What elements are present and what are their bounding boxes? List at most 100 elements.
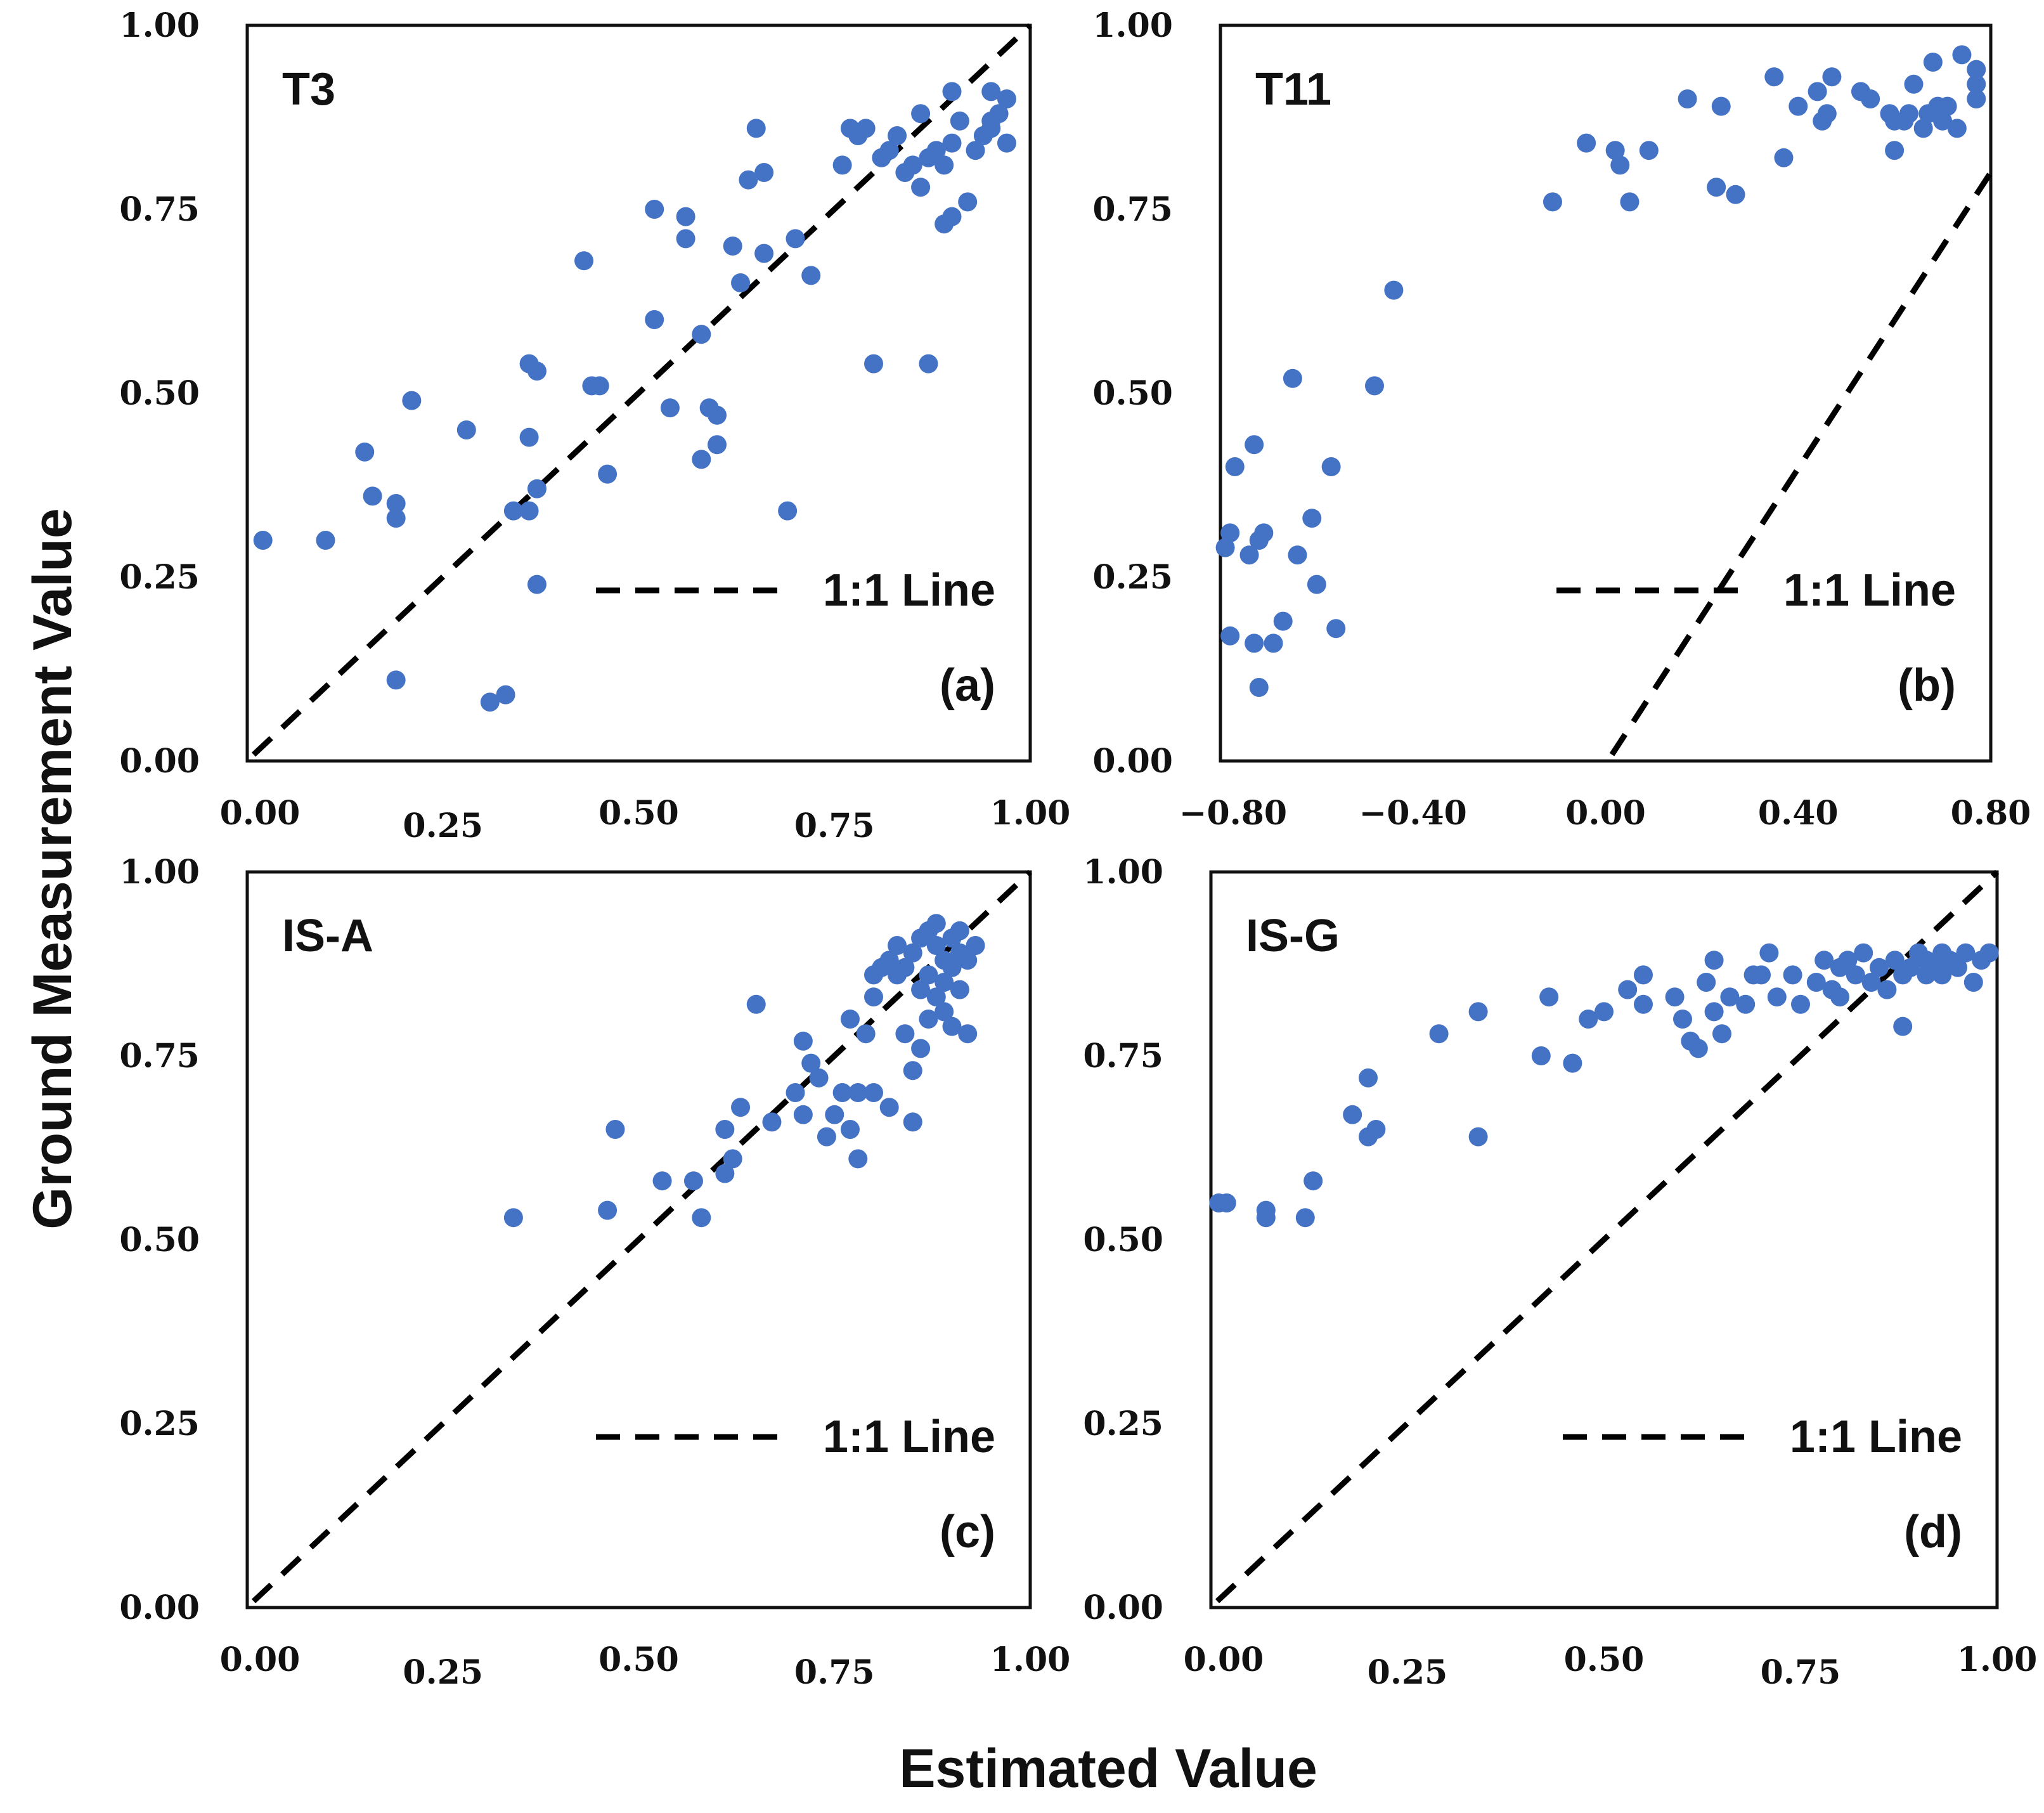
data-point <box>1783 965 1802 985</box>
data-point <box>801 1053 821 1073</box>
legend-label: 1:1 Line <box>823 1412 995 1462</box>
data-point <box>1952 45 1972 65</box>
panel-label: (d) <box>1904 1507 1962 1557</box>
data-point <box>1752 965 1771 985</box>
data-point <box>316 531 335 550</box>
data-point <box>1806 973 1826 992</box>
one-to-one-line <box>251 23 1033 757</box>
data-point <box>1933 111 1953 131</box>
data-point <box>1720 987 1740 1007</box>
x-tick-label: 0.00 <box>220 794 301 833</box>
data-point <box>1543 192 1562 212</box>
data-point <box>895 1024 915 1044</box>
data-point <box>856 119 876 138</box>
data-point <box>1861 973 1881 992</box>
data-point <box>966 141 985 160</box>
data-point <box>1273 611 1293 631</box>
legend-label: 1:1 Line <box>823 565 995 616</box>
data-point <box>598 1200 618 1220</box>
y-tick-label: 0.50 <box>1092 374 1173 413</box>
data-point <box>832 1083 852 1102</box>
data-point <box>363 486 382 506</box>
data-point <box>903 1061 922 1081</box>
data-point <box>879 951 899 970</box>
data-point <box>723 1149 742 1169</box>
x-tick-label: −0.40 <box>1359 794 1467 833</box>
data-point <box>715 1164 735 1183</box>
y-tick-label: 0.00 <box>119 1589 200 1627</box>
data-point <box>402 391 422 410</box>
data-point <box>1563 1053 1582 1073</box>
data-point <box>1937 96 1957 116</box>
data-point <box>809 1068 829 1088</box>
data-point <box>1870 958 1889 977</box>
data-point <box>793 1105 813 1124</box>
data-point <box>926 914 946 933</box>
data-point <box>1967 74 1986 94</box>
data-point <box>919 354 938 374</box>
scatter-panel-3: 0.00 0.25 0.50 0.75 1.00 0.00 0.25 0.50 0.75 1.00… <box>119 853 1070 1692</box>
data-point <box>1384 280 1404 300</box>
data-point <box>1904 74 1924 94</box>
data-point <box>1932 965 1952 985</box>
data-point <box>715 1120 735 1139</box>
data-point <box>1707 178 1726 197</box>
x-axis-title: Estimated Value <box>899 1738 1317 1799</box>
data-point <box>739 170 758 190</box>
data-point <box>1225 457 1245 476</box>
data-point <box>926 987 946 1007</box>
data-point <box>942 207 962 226</box>
data-point <box>1245 634 1264 653</box>
data-point <box>1220 626 1240 646</box>
data-point <box>1791 994 1810 1014</box>
y-tick-label: 1.00 <box>1083 853 1163 892</box>
data-point <box>1822 67 1842 87</box>
panel-label: (b) <box>1898 660 1956 711</box>
data-point <box>911 1039 931 1058</box>
x-tick-label: −0.80 <box>1179 794 1287 833</box>
data-point <box>958 951 978 970</box>
one-to-one-line <box>1215 869 2000 1604</box>
data-point <box>1620 192 1640 212</box>
data-point <box>1947 119 1967 138</box>
legend-label: 1:1 Line <box>1783 565 1956 616</box>
data-point <box>1711 96 1731 116</box>
y-tick-label: 0.50 <box>119 1221 200 1259</box>
data-point <box>1767 987 1787 1007</box>
data-point <box>1539 987 1559 1007</box>
data-point <box>708 435 727 455</box>
y-tick-label: 1.00 <box>119 6 200 45</box>
data-point <box>1678 89 1697 108</box>
x-tick-label: 0.50 <box>1564 1641 1645 1679</box>
data-point <box>786 229 805 249</box>
data-point <box>1913 119 1933 138</box>
x-tick-label: 0.40 <box>1758 794 1839 833</box>
data-point <box>1610 155 1630 175</box>
data-point <box>386 670 406 690</box>
scatter-panel-2: 0.00 0.25 0.50 0.75 1.00 −0.80 −0.40 0.00 0.40 0.… <box>1092 6 2031 833</box>
data-point <box>1343 1105 1362 1124</box>
data-point <box>864 354 883 374</box>
scatter-panel-4: 0.00 0.25 0.50 0.75 1.00 0.00 0.25 0.50 0.75 1.00… <box>1083 853 2037 1692</box>
data-point <box>1239 545 1259 565</box>
data-point <box>926 141 946 160</box>
data-point <box>683 1171 703 1191</box>
data-point <box>1288 545 1307 565</box>
data-point <box>386 494 406 513</box>
data-point <box>1704 951 1724 970</box>
data-point <box>1264 634 1283 653</box>
data-point <box>1901 958 1920 977</box>
x-tick-label: 0.25 <box>1368 1653 1448 1692</box>
data-point <box>1577 133 1596 153</box>
data-point <box>1673 1010 1692 1029</box>
data-point <box>840 1010 860 1029</box>
data-point <box>1774 148 1794 167</box>
data-point <box>1307 575 1326 594</box>
y-tick-label: 0.25 <box>119 1405 200 1443</box>
data-point <box>1359 1068 1378 1088</box>
data-point <box>958 192 978 212</box>
y-tick-label: 0.50 <box>119 374 200 413</box>
data-point <box>1429 1024 1449 1044</box>
data-point <box>1215 538 1235 557</box>
data-point <box>911 178 931 197</box>
